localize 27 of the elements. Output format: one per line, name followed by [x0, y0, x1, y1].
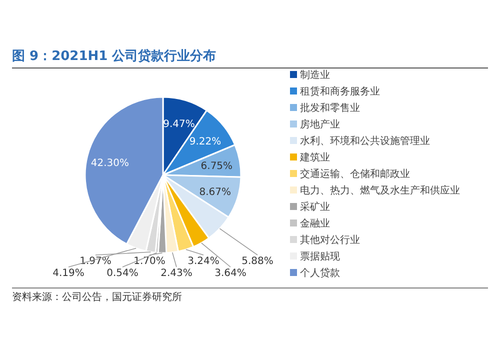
legend-label: 建筑业 [299, 152, 330, 164]
legend-label: 批发和零售业 [300, 102, 360, 114]
legend-label: 租赁和商务服务业 [300, 86, 380, 98]
data-label: 42.30% [90, 158, 130, 169]
data-label: 8.67% [199, 187, 232, 198]
legend-label: 制造业 [300, 69, 330, 81]
legend-label: 交通运输、仓储和邮政业 [300, 168, 410, 180]
data-label: 5.88% [242, 256, 274, 267]
data-label: 3.64% [214, 268, 246, 279]
chart-title: 图 9：2021H1 公司贷款行业分布 [12, 48, 216, 64]
text: 资料来源：公司公告，国元证券研究所 [12, 291, 182, 303]
legend-label: 电力、热力、燃气及水生产和供应业 [300, 184, 460, 196]
data-label: 1.97% [80, 256, 112, 267]
legend-label: 票据贴现 [300, 250, 340, 262]
legend-label: 采矿业 [300, 201, 330, 213]
legend-label: 个人贷款 [300, 267, 340, 279]
data-label: 9.22% [189, 136, 222, 148]
data-label: 3.24% [188, 256, 220, 267]
legend-label: 其他对公行业 [300, 234, 360, 246]
data-label: 0.54% [106, 268, 138, 279]
data-label: 6.75% [200, 160, 233, 172]
data-label: 4.19% [52, 268, 84, 279]
data-label: 1.70% [134, 256, 166, 267]
legend-label: 金融业 [300, 218, 330, 230]
legend-label: 房地产业 [300, 118, 340, 130]
legend-label: 水利、环境和公共设施管理业 [300, 135, 430, 147]
data-label: 2.43% [160, 268, 192, 279]
